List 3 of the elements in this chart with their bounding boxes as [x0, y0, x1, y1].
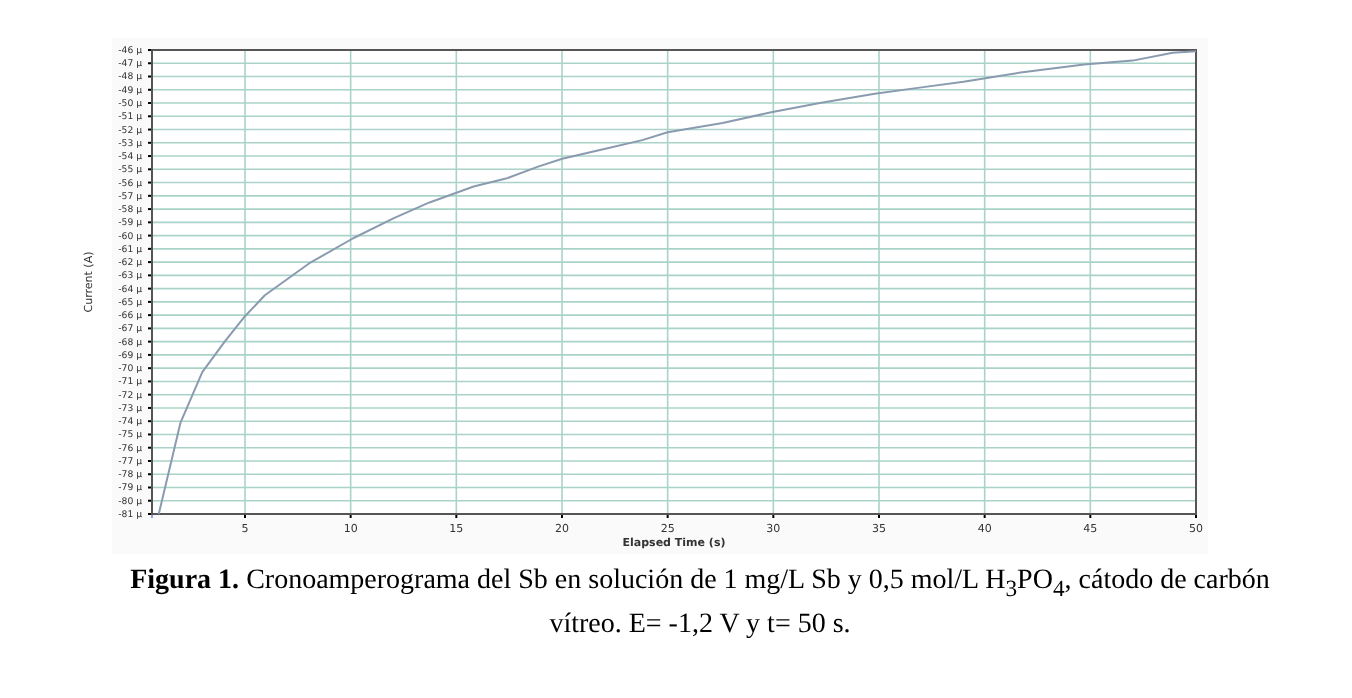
line-series [157, 50, 1197, 515]
text: Figura 1. [130, 566, 242, 596]
text: Cronoamperograma del Sb en solución de 1 mg/L Sb y 0,5 mol/L H$_{3}$PO$_{4}$, cátodo de carbón vítreo. E= -1,2 V y t= 50 s. [246, 566, 1270, 640]
